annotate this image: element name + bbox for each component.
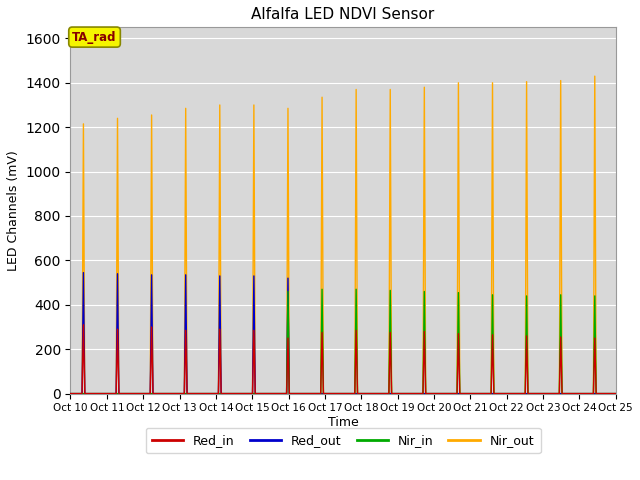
X-axis label: Time: Time: [328, 416, 358, 429]
Legend: Red_in, Red_out, Nir_in, Nir_out: Red_in, Red_out, Nir_in, Nir_out: [146, 428, 541, 453]
Title: Alfalfa LED NDVI Sensor: Alfalfa LED NDVI Sensor: [252, 7, 435, 22]
Text: TA_rad: TA_rad: [72, 31, 116, 44]
Y-axis label: LED Channels (mV): LED Channels (mV): [7, 150, 20, 271]
